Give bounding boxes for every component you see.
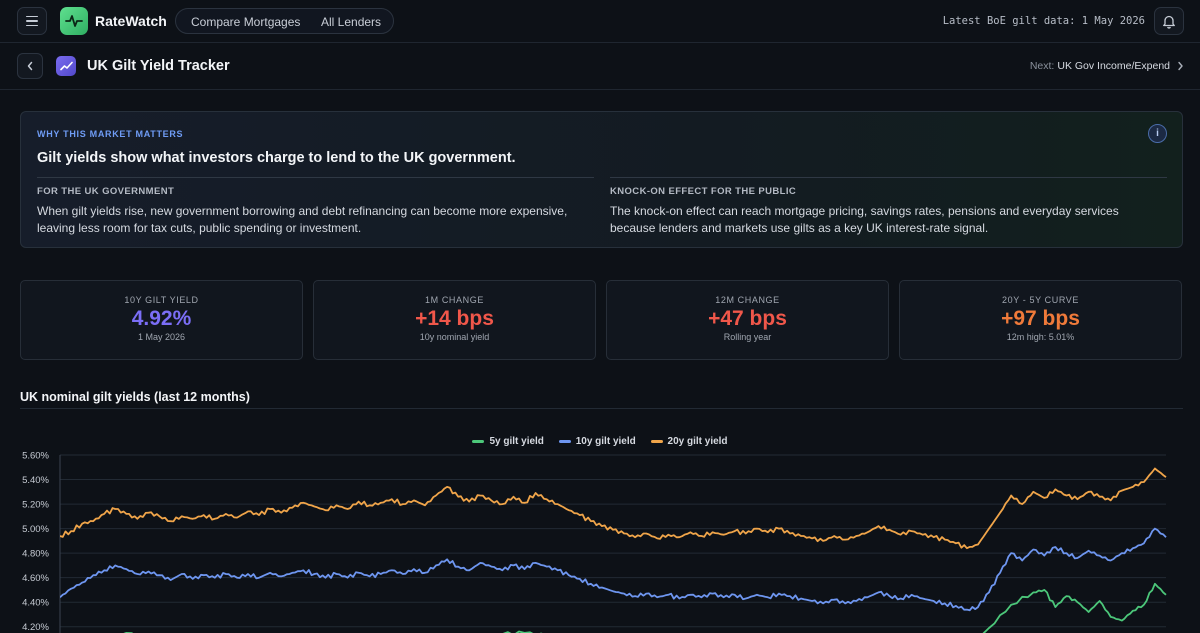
hamburger-menu-button[interactable] bbox=[17, 7, 47, 35]
y-tick-label: 5.20% bbox=[22, 500, 49, 511]
government-impact-column: FOR THE UK GOVERNMENT When gilt yields r… bbox=[37, 177, 594, 237]
stat-value: +47 bps bbox=[708, 307, 787, 330]
pulse-logo-icon[interactable] bbox=[60, 7, 88, 35]
next-page-link[interactable]: Next: UK Gov Income/Expend bbox=[1030, 60, 1170, 72]
gilt-yield-line-chart: 5.60% 5.40% 5.20% 5.00% 4.80% 4.60% 4.40% 4.20% bbox=[22, 451, 1167, 633]
stat-value: +14 bps bbox=[415, 307, 494, 330]
public-body: The knock-on effect can reach mortgage p… bbox=[610, 204, 1119, 235]
brand-name[interactable]: RateWatch bbox=[95, 13, 167, 29]
stat-value: +97 bps bbox=[1001, 307, 1080, 330]
notifications-button[interactable] bbox=[1154, 7, 1184, 35]
bell-icon bbox=[1163, 15, 1175, 29]
nav-compare-mortgages[interactable]: Compare Mortgages bbox=[191, 15, 301, 29]
y-tick-label: 5.40% bbox=[22, 475, 49, 486]
public-impact-column: KNOCK-ON EFFECT FOR THE PUBLIC The knock… bbox=[610, 177, 1167, 237]
chevron-right-icon[interactable] bbox=[1177, 61, 1184, 71]
stat-sub: 1 May 2026 bbox=[137, 332, 186, 342]
government-body: When gilt yields rise, new government bo… bbox=[37, 204, 568, 235]
stat-curve: 20Y - 5Y CURVE +97 bps 12m high: 5.01% bbox=[899, 280, 1182, 360]
stat-1m-change: 1M CHANGE +14 bps 10y nominal yield bbox=[313, 280, 596, 360]
public-heading: KNOCK-ON EFFECT FOR THE PUBLIC bbox=[610, 186, 797, 197]
back-button[interactable] bbox=[17, 53, 43, 79]
market-explainer-card: WHY THIS MARKET MATTERS Gilt yields show… bbox=[20, 111, 1183, 248]
y-tick-label: 4.40% bbox=[22, 598, 49, 609]
nav-all-lenders[interactable]: All Lenders bbox=[321, 15, 382, 29]
stat-12m-change: 12M CHANGE +47 bps Rolling year bbox=[606, 280, 889, 360]
chevron-left-icon bbox=[27, 61, 33, 71]
stat-label: 1M CHANGE bbox=[425, 295, 484, 305]
chart-divider bbox=[20, 408, 1183, 409]
page-header: UK Gilt Yield Tracker Next: UK Gov Income… bbox=[0, 43, 1200, 90]
menu-icon bbox=[26, 15, 38, 18]
stat-sub: Rolling year bbox=[723, 332, 772, 342]
legend-item-20y[interactable]: 20y gilt yield bbox=[650, 436, 728, 447]
y-tick-label: 5.60% bbox=[22, 451, 49, 462]
stat-value: 4.92% bbox=[131, 307, 192, 330]
stat-label: 12M CHANGE bbox=[715, 295, 780, 305]
nav-pill: Compare Mortgages All Lenders bbox=[175, 8, 394, 34]
legend-item-5y[interactable]: 5y gilt yield bbox=[472, 436, 544, 447]
government-heading: FOR THE UK GOVERNMENT bbox=[37, 186, 175, 197]
stat-10y-yield: 10Y GILT YIELD 4.92% 1 May 2026 bbox=[20, 280, 303, 360]
chart-legend: 5y gilt yield 10y gilt yield 20y gilt yi… bbox=[0, 435, 1200, 447]
trend-chart-icon bbox=[56, 56, 76, 76]
info-icon[interactable]: i bbox=[1148, 124, 1167, 143]
y-tick-label: 5.00% bbox=[22, 524, 49, 535]
stat-sub: 12m high: 5.01% bbox=[1006, 332, 1075, 342]
y-tick-label: 4.80% bbox=[22, 549, 49, 560]
y-tick-label: 4.60% bbox=[22, 573, 49, 584]
series-line-20y[interactable] bbox=[60, 467, 1167, 550]
page-title: UK Gilt Yield Tracker bbox=[87, 58, 230, 74]
card-eyebrow: WHY THIS MARKET MATTERS bbox=[37, 129, 184, 139]
series-line-10y[interactable] bbox=[60, 527, 1167, 612]
next-target[interactable]: UK Gov Income/Expend bbox=[1057, 60, 1170, 72]
y-tick-label: 4.20% bbox=[22, 622, 49, 633]
next-label: Next: bbox=[1029, 60, 1055, 72]
chart-title: UK nominal gilt yields (last 12 months) bbox=[20, 390, 250, 404]
top-bar: RateWatch Compare Mortgages All Lenders … bbox=[0, 0, 1200, 43]
latest-data-date: Latest BoE gilt data: 1 May 2026 bbox=[942, 15, 1145, 27]
stat-label: 20Y - 5Y CURVE bbox=[1002, 295, 1079, 305]
card-headline: Gilt yields show what investors charge t… bbox=[37, 150, 516, 166]
legend-item-10y[interactable]: 10y gilt yield bbox=[558, 436, 636, 447]
stat-label: 10Y GILT YIELD bbox=[124, 295, 199, 305]
stat-sub: 10y nominal yield bbox=[419, 332, 490, 342]
series-line-5y[interactable] bbox=[60, 582, 1167, 633]
